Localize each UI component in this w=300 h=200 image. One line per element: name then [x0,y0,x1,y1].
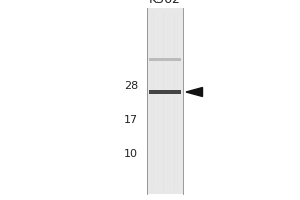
Bar [147,8,183,194]
Text: 10: 10 [124,149,138,159]
Bar [149,58,181,61]
Polygon shape [186,88,202,97]
Text: 28: 28 [124,81,138,91]
Text: K562: K562 [149,0,181,6]
Text: 17: 17 [124,115,138,125]
Bar [149,90,181,94]
